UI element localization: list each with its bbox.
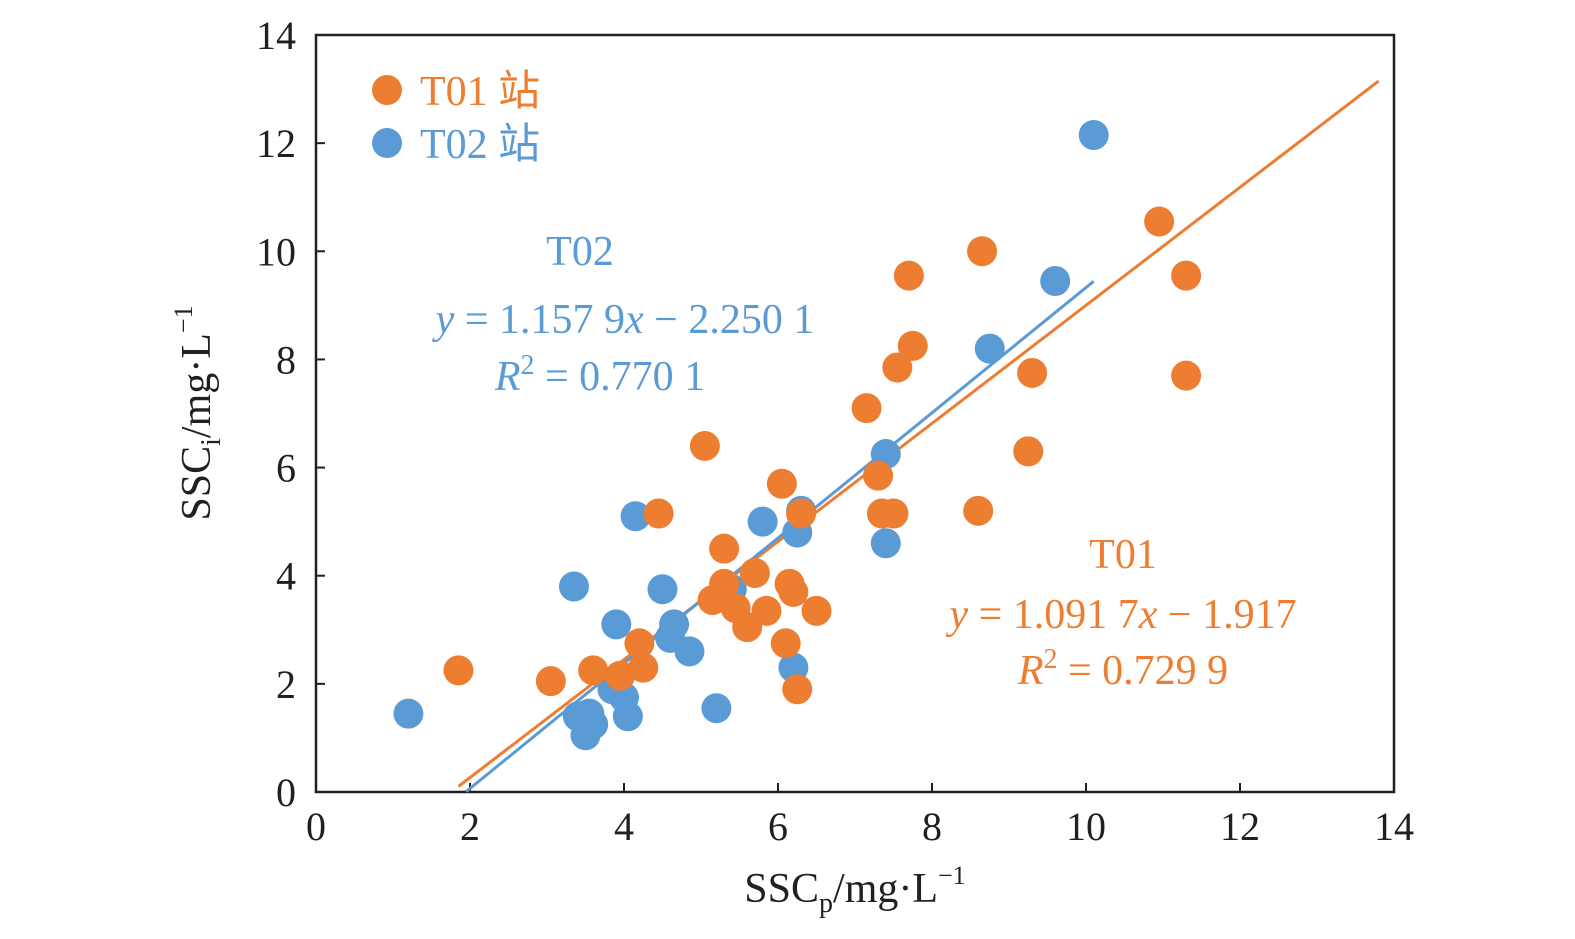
data-point bbox=[689, 430, 720, 461]
data-point bbox=[786, 498, 817, 529]
data-point bbox=[770, 628, 801, 659]
x-tick-label: 8 bbox=[922, 804, 942, 849]
data-point bbox=[578, 655, 609, 686]
annotation-r2: R2 = 0.770 1 bbox=[494, 350, 705, 400]
y-tick-label: 10 bbox=[256, 229, 296, 274]
data-point bbox=[963, 495, 994, 526]
y-tick-label: 2 bbox=[276, 662, 296, 707]
y-tick-label: 4 bbox=[276, 554, 296, 599]
data-point bbox=[1171, 260, 1202, 291]
annotation-r2: R2 = 0.729 9 bbox=[1017, 644, 1228, 694]
annotation-equation: y = 1.091 7x − 1.917 bbox=[945, 592, 1296, 638]
x-tick-label: 2 bbox=[460, 804, 480, 849]
data-point bbox=[1144, 206, 1175, 237]
data-point bbox=[647, 574, 678, 605]
data-point bbox=[1040, 266, 1071, 297]
x-tick-label: 12 bbox=[1220, 804, 1260, 849]
data-point bbox=[974, 333, 1005, 364]
x-tick-label: 14 bbox=[1374, 804, 1414, 849]
data-point bbox=[863, 460, 894, 491]
annotation-station: T01 bbox=[1089, 532, 1157, 578]
data-point bbox=[628, 652, 659, 683]
y-tick-label: 12 bbox=[256, 121, 296, 166]
annotation-station: T02 bbox=[546, 229, 614, 275]
data-points bbox=[393, 120, 1202, 751]
y-tick-label: 6 bbox=[276, 446, 296, 491]
data-point bbox=[612, 701, 643, 732]
x-axis-title: SSCp/mg·L−1 bbox=[744, 861, 965, 919]
y-tick-label: 14 bbox=[256, 13, 296, 58]
data-point bbox=[882, 352, 913, 383]
data-point bbox=[766, 468, 797, 499]
legend-marker bbox=[372, 75, 402, 105]
plot-frame bbox=[314, 33, 1396, 794]
regression-lines bbox=[457, 79, 1380, 793]
data-point bbox=[535, 666, 566, 697]
data-point bbox=[782, 674, 813, 705]
y-tick-label: 0 bbox=[276, 770, 296, 815]
data-point bbox=[967, 236, 998, 267]
data-point bbox=[578, 709, 609, 740]
data-point bbox=[1017, 357, 1048, 388]
data-point bbox=[709, 568, 740, 599]
data-point bbox=[643, 498, 674, 529]
data-point bbox=[709, 533, 740, 564]
y-tick-label: 8 bbox=[276, 337, 296, 382]
data-point bbox=[1078, 120, 1109, 151]
legend-marker bbox=[372, 128, 402, 158]
y-axis-title: SSCi/mg·L−1 bbox=[169, 305, 227, 520]
legend-label: T02 站 bbox=[420, 122, 540, 168]
data-point bbox=[605, 660, 636, 691]
data-point bbox=[739, 558, 770, 589]
data-point bbox=[747, 506, 778, 537]
data-point bbox=[601, 609, 632, 640]
axis-ticks: 0 2 4 6 8 10 12 14 0 2 4 6 8 10 12 14 bbox=[256, 13, 1414, 849]
data-point bbox=[801, 595, 832, 626]
data-point bbox=[897, 330, 928, 361]
data-point bbox=[624, 628, 655, 659]
data-point bbox=[870, 528, 901, 559]
x-tick-label: 0 bbox=[306, 804, 326, 849]
annotation-equation: y = 1.157 9x − 2.250 1 bbox=[432, 297, 815, 343]
data-point bbox=[893, 260, 924, 291]
data-point bbox=[443, 655, 474, 686]
data-point bbox=[878, 498, 909, 529]
data-point bbox=[701, 693, 732, 724]
x-tick-label: 4 bbox=[614, 804, 634, 849]
data-point bbox=[778, 576, 809, 607]
data-point bbox=[1013, 436, 1044, 467]
data-point bbox=[558, 571, 589, 602]
regression-annotations: T01 y = 1.091 7x − 1.917 R2 = 0.729 9 T02 y … bbox=[432, 229, 1297, 694]
data-point bbox=[674, 636, 705, 667]
data-point bbox=[1171, 360, 1202, 391]
data-point bbox=[851, 393, 882, 424]
x-tick-label: 10 bbox=[1066, 804, 1106, 849]
data-point bbox=[751, 595, 782, 626]
data-point bbox=[393, 698, 424, 729]
data-point bbox=[659, 609, 690, 640]
data-point bbox=[620, 501, 651, 532]
legend-label: T01 站 bbox=[420, 69, 540, 115]
x-tick-label: 6 bbox=[768, 804, 788, 849]
legend: T01 站 T02 站 bbox=[372, 69, 540, 168]
